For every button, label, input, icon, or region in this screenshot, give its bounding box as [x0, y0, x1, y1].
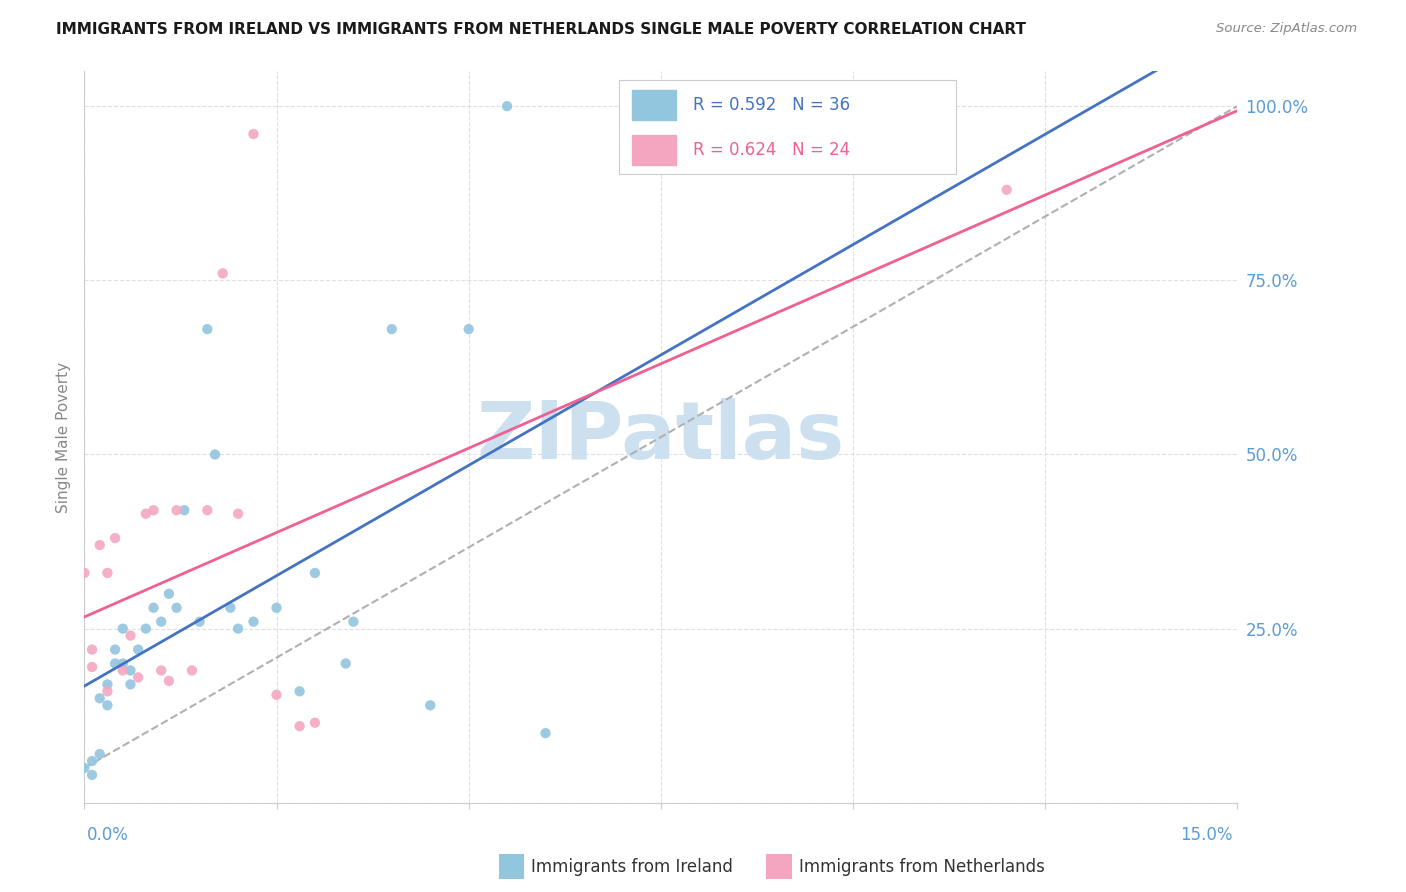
Point	[150, 664, 173, 678]
Point	[73, 761, 96, 775]
Text: Immigrants from Ireland: Immigrants from Ireland	[531, 858, 734, 876]
Point	[120, 677, 142, 691]
Point	[342, 615, 364, 629]
Point	[104, 642, 127, 657]
Point	[135, 622, 157, 636]
Y-axis label: Single Male Poverty: Single Male Poverty	[56, 361, 72, 513]
Point	[181, 664, 204, 678]
Point	[157, 673, 180, 688]
Point	[73, 566, 96, 580]
Point	[195, 503, 218, 517]
Point	[211, 266, 233, 280]
Text: Immigrants from Netherlands: Immigrants from Netherlands	[799, 858, 1045, 876]
Point	[219, 600, 242, 615]
Point	[195, 322, 218, 336]
Point	[266, 600, 288, 615]
Point	[120, 664, 142, 678]
Point	[80, 660, 103, 674]
Point	[104, 657, 127, 671]
Point	[496, 99, 519, 113]
Point	[288, 684, 311, 698]
Point	[157, 587, 180, 601]
Point	[173, 503, 195, 517]
Point	[127, 642, 149, 657]
Point	[142, 503, 165, 517]
Text: IMMIGRANTS FROM IRELAND VS IMMIGRANTS FROM NETHERLANDS SINGLE MALE POVERTY CORRE: IMMIGRANTS FROM IRELAND VS IMMIGRANTS FR…	[56, 22, 1026, 37]
Point	[419, 698, 441, 713]
Point	[96, 698, 118, 713]
Point	[80, 754, 103, 768]
Point	[96, 684, 118, 698]
Text: R = 0.592   N = 36: R = 0.592 N = 36	[693, 95, 851, 113]
Point	[166, 600, 188, 615]
Point	[80, 642, 103, 657]
Point	[288, 719, 311, 733]
Point	[166, 503, 188, 517]
Point	[335, 657, 357, 671]
Point	[111, 657, 134, 671]
Point	[995, 183, 1018, 197]
Bar	[633, 89, 676, 120]
Point	[96, 677, 118, 691]
Point	[304, 715, 326, 730]
Bar	[633, 135, 676, 164]
Point	[304, 566, 326, 580]
Point	[127, 670, 149, 684]
Point	[266, 688, 288, 702]
Point	[111, 622, 134, 636]
Point	[111, 664, 134, 678]
Point	[104, 531, 127, 545]
Point	[226, 507, 249, 521]
Point	[96, 566, 118, 580]
Point	[150, 615, 173, 629]
Point	[534, 726, 557, 740]
Point	[135, 507, 157, 521]
Text: Source: ZipAtlas.com: Source: ZipAtlas.com	[1216, 22, 1357, 36]
Point	[242, 127, 264, 141]
Point	[120, 629, 142, 643]
Point	[80, 768, 103, 782]
Point	[242, 615, 264, 629]
Text: R = 0.624   N = 24: R = 0.624 N = 24	[693, 141, 851, 159]
Text: 0.0%: 0.0%	[87, 826, 129, 844]
Point	[226, 622, 249, 636]
Point	[89, 747, 111, 761]
Point	[89, 691, 111, 706]
Text: 15.0%: 15.0%	[1181, 826, 1233, 844]
Point	[457, 322, 479, 336]
Point	[188, 615, 211, 629]
Point	[204, 448, 226, 462]
Text: ZIPatlas: ZIPatlas	[477, 398, 845, 476]
Point	[142, 600, 165, 615]
Point	[381, 322, 404, 336]
Point	[89, 538, 111, 552]
